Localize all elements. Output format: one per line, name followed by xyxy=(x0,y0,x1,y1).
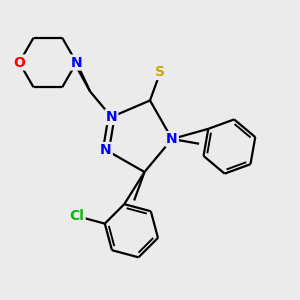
Text: S: S xyxy=(155,65,165,79)
Text: Cl: Cl xyxy=(70,209,85,223)
Text: N: N xyxy=(106,110,117,124)
Text: N: N xyxy=(100,143,112,157)
Text: O: O xyxy=(13,56,25,70)
Text: N: N xyxy=(166,132,178,146)
Text: N: N xyxy=(71,56,82,70)
